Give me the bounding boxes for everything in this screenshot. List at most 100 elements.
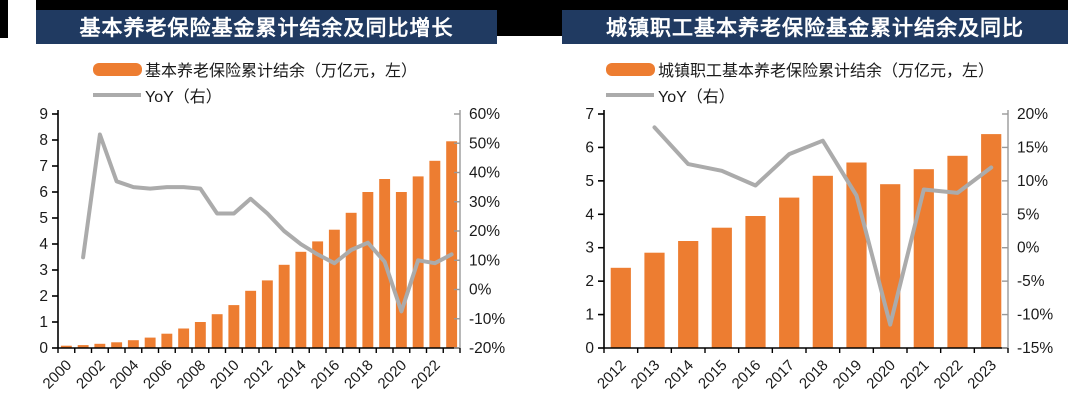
left-axis-label: 3 — [39, 262, 48, 279]
bar-2011 — [245, 290, 257, 348]
x-axis-label: 2006 — [140, 357, 176, 393]
x-axis-label: 2018 — [341, 357, 377, 393]
legend-item-yoy: YoY（右） — [606, 83, 994, 107]
right-axis-label: -15% — [1017, 340, 1053, 357]
right-axis-label: 50% — [469, 135, 500, 152]
x-axis-label: 2020 — [375, 357, 411, 393]
legend-label: YoY（右） — [145, 89, 222, 106]
legend-item-balance: 城镇职工基本养老保险累计结余（万亿元，左） — [606, 57, 994, 81]
bar-2002 — [94, 343, 106, 348]
bar-2006 — [161, 333, 173, 348]
x-axis-label: 2010 — [207, 357, 243, 393]
x-axis-label: 2012 — [241, 357, 277, 393]
left-border-notch — [0, 0, 8, 38]
bar-2019 — [846, 162, 867, 348]
right-chart-title: 城镇职工基本养老保险基金累计结余及同比 — [562, 10, 1068, 44]
legend-label: 基本养老保险累计结余（万亿元，左） — [145, 63, 418, 80]
x-axis-label: 2004 — [107, 357, 143, 393]
bar-2015 — [711, 227, 732, 348]
right-chart-plot: 7 6 5 4 3 2 1 0 20% 15% 10% 5% 0% -5% -10% -15% 20122013… — [585, 106, 1053, 393]
bars-group — [60, 141, 458, 348]
right-axis-label: -10% — [469, 311, 505, 328]
x-axis-label: 2020 — [863, 357, 899, 393]
left-axis-label: 5 — [585, 173, 594, 190]
x-axis-label: 2016 — [729, 357, 765, 393]
bar-2012 — [610, 267, 631, 348]
x-axis-label: 2018 — [796, 357, 832, 393]
right-axis-label: 0% — [469, 282, 492, 299]
left-axis-label: 0 — [585, 340, 594, 357]
bar-2010 — [228, 305, 240, 348]
bar-2023 — [981, 134, 1002, 348]
bar-2017 — [779, 197, 800, 348]
left-axis-label: 7 — [39, 158, 48, 175]
left-axis-label: 6 — [39, 184, 48, 201]
bar-2007 — [178, 328, 190, 348]
bar-2016 — [328, 229, 340, 348]
x-axis-label: 2013 — [628, 357, 664, 393]
bar-2014 — [678, 241, 699, 348]
x-axis-label: 2000 — [40, 357, 76, 393]
x-axis-label: 2017 — [762, 357, 798, 393]
legend-label: 城镇职工基本养老保险累计结余（万亿元，左） — [658, 63, 995, 80]
x-axis-label: 2014 — [274, 357, 310, 393]
x-axis-label: 2022 — [931, 357, 967, 393]
left-axis-label: 4 — [39, 236, 48, 253]
axes-group: 9 8 7 6 5 4 3 2 1 0 60% 50% 40% 30% 20% 10% 0% -10% -20% 20… — [39, 106, 505, 392]
x-axis-label: 2016 — [308, 357, 344, 393]
bar-swatch-icon — [93, 62, 142, 76]
bar-2022 — [429, 160, 441, 348]
right-axis-label: 20% — [1017, 106, 1048, 123]
left-axis-label: 2 — [39, 288, 48, 305]
left-axis-label: 5 — [39, 210, 48, 227]
bar-2005 — [144, 337, 156, 348]
right-axis-label: -10% — [1017, 307, 1053, 324]
legend-item-balance: 基本养老保险累计结余（万亿元，左） — [93, 57, 417, 81]
bar-2008 — [194, 322, 206, 348]
right-axis-label: 5% — [1017, 206, 1040, 223]
bar-2014 — [295, 251, 307, 348]
right-axis-label: 60% — [469, 106, 500, 123]
bar-2020 — [395, 192, 407, 348]
bar-2009 — [211, 314, 223, 348]
x-axis-label: 2021 — [897, 357, 933, 393]
yoy-line — [81, 132, 454, 314]
bar-2017 — [345, 212, 357, 348]
right-axis-label: 10% — [469, 252, 500, 269]
x-axis-label: 2014 — [661, 357, 697, 393]
left-axis-label: 4 — [585, 206, 594, 223]
left-axis-label: 7 — [585, 106, 594, 123]
x-axis-label: 2023 — [964, 357, 1000, 393]
center-border-block — [495, 0, 562, 36]
bar-2004 — [127, 340, 139, 348]
left-axis-label: 1 — [39, 314, 48, 331]
x-axis-label: 2002 — [73, 357, 109, 393]
legend-label: YoY（右） — [658, 89, 735, 106]
right-axis-label: 20% — [469, 223, 500, 240]
bar-2013 — [644, 252, 665, 348]
left-chart-plot: 9 8 7 6 5 4 3 2 1 0 60% 50% 40% 30% 20% 10% 0% -10% -20% 20… — [39, 106, 505, 392]
x-axis-label: 2022 — [408, 357, 444, 393]
right-axis-label: -5% — [1017, 273, 1045, 290]
bar-2018 — [362, 192, 374, 348]
bar-2013 — [278, 264, 290, 348]
bar-2023 — [446, 141, 458, 348]
left-chart-legend: 基本养老保险累计结余（万亿元，左） YoY（右） — [93, 57, 417, 107]
right-axis-label: 15% — [1017, 139, 1048, 156]
left-chart-title: 基本养老保险基金累计结余及同比增长 — [36, 10, 497, 44]
bar-2022 — [947, 155, 968, 348]
left-axis-label: 1 — [585, 307, 594, 324]
bar-2018 — [812, 175, 833, 348]
right-axis-label: 10% — [1017, 173, 1048, 190]
bars-group — [610, 134, 1002, 348]
bar-2016 — [745, 216, 766, 348]
left-axis-label: 6 — [585, 139, 594, 156]
bar-2015 — [312, 241, 324, 348]
right-chart-legend: 城镇职工基本养老保险累计结余（万亿元，左） YoY（右） — [606, 57, 994, 107]
x-axis-label: 2012 — [594, 357, 630, 393]
x-axis-label: 2019 — [830, 357, 866, 393]
line-swatch-icon — [606, 93, 654, 97]
right-axis-label: 40% — [469, 165, 500, 182]
line-swatch-icon — [93, 93, 141, 97]
